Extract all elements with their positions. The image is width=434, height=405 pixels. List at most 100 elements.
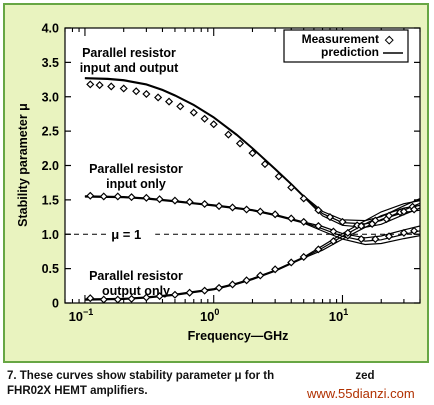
measurement-point-input-and-output <box>248 149 257 158</box>
measurement-point-input-and-output <box>95 81 104 90</box>
annotation-line2: output only <box>102 284 170 298</box>
measurement-point-input-only <box>371 235 380 244</box>
measurement-point-output-only <box>214 283 224 292</box>
measurement-point-output-only <box>287 258 296 267</box>
y-tick-label: 1.5 <box>42 193 59 207</box>
annotation-line2: input only <box>106 177 166 191</box>
measurement-point-input-and-output <box>189 108 198 117</box>
measurement-point-input-only <box>214 202 224 211</box>
annotation-line1: Parallel resistor <box>89 162 183 176</box>
measurement-point-input-only <box>256 207 265 216</box>
measurement-point-output-only <box>329 237 338 246</box>
measurement-point-output-only <box>271 265 280 274</box>
legend-measurement-label: Measurement <box>302 32 379 46</box>
annotation-input-only: Parallel resistor input only <box>89 162 183 191</box>
measurement-point-input-only <box>242 205 251 214</box>
measurement-point-input-and-output <box>274 172 283 181</box>
legend-diamond-icon: ◇ <box>384 34 394 46</box>
measurement-point-output-only <box>399 207 408 216</box>
measurement-point-output-only <box>410 205 419 214</box>
annotation-line1: Parallel resistor <box>82 46 176 60</box>
caption-line-1: 7. These curves show stability parameter… <box>7 369 427 384</box>
measurement-point-output-only <box>99 295 108 304</box>
y-tick-label: 3.5 <box>42 56 59 70</box>
measurement-point-input-only <box>170 196 179 205</box>
measurement-point-input-only <box>271 210 280 219</box>
measurement-point-output-only <box>385 211 394 220</box>
measurement-point-input-and-output <box>200 114 209 123</box>
measurement-point-output-only <box>357 221 366 231</box>
measurement-point-output-only <box>242 276 251 285</box>
series-markers <box>86 80 419 304</box>
measurement-point-input-and-output <box>325 213 335 222</box>
x-tick-label: 101 <box>329 307 348 324</box>
measurement-point-output-only <box>228 280 237 289</box>
measurement-point-input-and-output <box>260 160 270 169</box>
measurement-point-input-only <box>314 221 323 231</box>
reference-label: μ = 1 <box>111 227 141 242</box>
measurement-point-output-only <box>113 295 122 304</box>
caption-line-1-tail: zed <box>355 370 375 382</box>
measurement-point-input-and-output <box>287 183 296 192</box>
measurement-point-input-only <box>185 197 194 206</box>
measurement-point-input-only <box>385 232 394 241</box>
y-tick-label: 4.0 <box>42 22 59 36</box>
measurement-point-input-only <box>410 226 419 235</box>
measurement-point-input-and-output <box>154 93 163 102</box>
x-tick-label: 10−1 <box>69 307 94 324</box>
stability-chart: 0 0.5 1.0 1.5 2.0 2.5 3.0 3.5 4.0 10−1 100 101 μ =… <box>16 22 421 343</box>
measurement-point-input-and-output <box>176 102 185 111</box>
measurement-point-input-and-output <box>209 120 218 129</box>
measurement-point-input-only <box>86 191 95 200</box>
reference-line: μ = 1 <box>65 225 420 242</box>
x-axis-label: Frequency—GHz <box>188 329 289 343</box>
y-axis-label: Stability parameter μ <box>16 103 30 227</box>
measurement-point-input-and-output <box>86 80 95 89</box>
watermark: www.55dianzi.com <box>307 386 415 401</box>
annotation-output-only: Parallel resistor output only <box>89 269 183 298</box>
measurement-point-output-only <box>314 245 323 254</box>
y-tick-label: 2.5 <box>42 125 59 139</box>
caption-line-1-text: 7. These curves show stability parameter… <box>7 370 275 382</box>
measurement-point-input-only <box>228 203 237 212</box>
y-tick-label: 3.0 <box>42 90 59 104</box>
figure-caption: 7. These curves show stability parameter… <box>7 369 427 401</box>
measurement-point-input-only <box>299 217 308 226</box>
plot-area <box>64 27 421 304</box>
measurement-point-input-and-output <box>338 217 347 226</box>
measurement-point-input-and-output <box>314 206 323 215</box>
measurement-point-input-only <box>287 214 296 223</box>
measurement-point-output-only <box>200 286 209 295</box>
measurement-point-output-only <box>299 252 308 261</box>
measurement-point-output-only <box>256 271 265 280</box>
y-tick-label: 2.0 <box>42 159 59 173</box>
caption-line-2: FHR02X HEMT amplifiers. <box>7 385 148 397</box>
measurement-point-output-only <box>142 293 151 302</box>
y-tick-label: 0 <box>52 297 59 311</box>
measurement-point-input-only <box>127 193 136 202</box>
measurement-point-output-only <box>343 228 352 237</box>
y-tick-label: 0.5 <box>42 262 59 276</box>
measurement-point-input-only <box>113 192 122 201</box>
y-axis: 0 0.5 1.0 1.5 2.0 2.5 3.0 3.5 4.0 <box>42 22 420 311</box>
measurement-point-input-and-output <box>235 139 245 148</box>
annotation-input-and-output: Parallel resistor input and output <box>80 46 179 75</box>
measurement-point-output-only <box>371 216 380 225</box>
measurement-point-output-only <box>170 290 179 299</box>
measurement-point-input-and-output <box>224 130 233 139</box>
measurement-point-input-and-output <box>119 84 128 93</box>
legend-prediction-label: prediction <box>321 45 379 59</box>
measurement-point-output-only <box>185 288 194 297</box>
measurement-point-input-and-output <box>107 82 116 91</box>
measurement-point-input-and-output <box>299 194 308 203</box>
figure-frame: 0 0.5 1.0 1.5 2.0 2.5 3.0 3.5 4.0 10−1 100 101 μ =… <box>3 3 429 363</box>
measurement-point-input-only <box>99 192 108 201</box>
reference-label-bg <box>107 225 156 242</box>
measurement-point-output-only <box>155 292 164 301</box>
measurement-point-input-only <box>399 228 408 237</box>
y-tick-label: 1.0 <box>42 228 59 242</box>
measurement-point-input-only <box>155 195 164 204</box>
legend-box <box>283 29 409 63</box>
measurement-point-output-only <box>86 294 95 303</box>
measurement-point-input-only <box>142 193 151 202</box>
